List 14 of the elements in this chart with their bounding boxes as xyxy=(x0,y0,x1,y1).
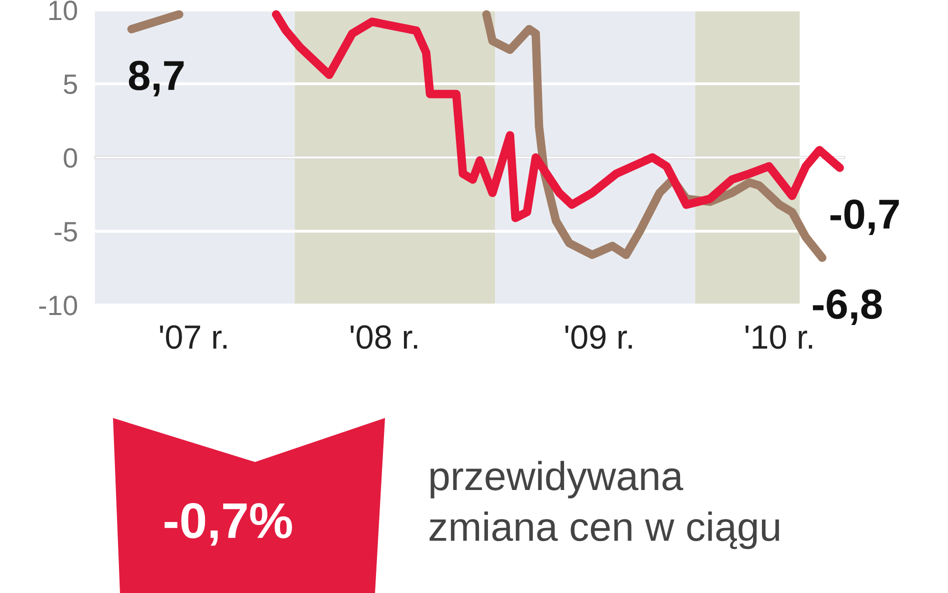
y-tick-label: -10 xyxy=(39,296,78,316)
x-tick-label: '07 r. xyxy=(160,325,227,349)
y-tick-label: -5 xyxy=(54,222,77,242)
text: -0,7% xyxy=(164,503,292,546)
text: przewidywana zmiana cen w ciągu xyxy=(430,460,780,550)
x-tick-label: '09 r. xyxy=(565,325,632,349)
annotation: 8,7 xyxy=(128,60,184,96)
annotation: -6,8 xyxy=(812,289,882,325)
annotation: -0,7 xyxy=(830,199,899,235)
y-tick-label: 5 xyxy=(64,74,77,94)
y-tick-label: 10 xyxy=(49,0,78,20)
y-tick-label: 0 xyxy=(64,148,78,168)
x-tick-label: '08 r. xyxy=(350,325,418,349)
x-tick-label: '10 r. xyxy=(746,325,812,349)
